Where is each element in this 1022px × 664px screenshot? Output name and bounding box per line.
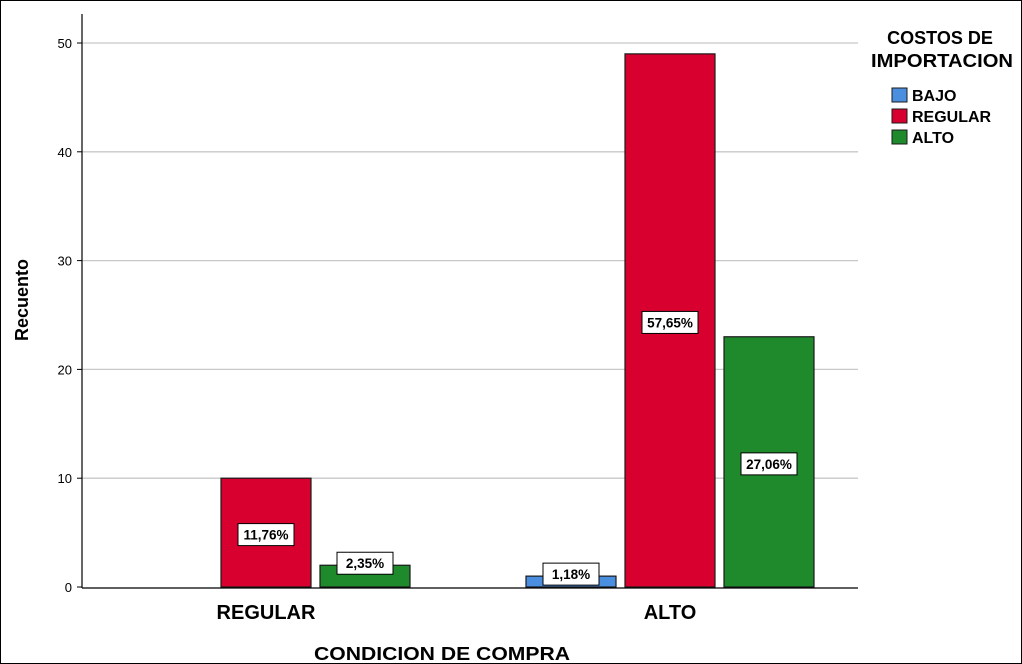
bars xyxy=(220,53,815,588)
data-label-box xyxy=(740,452,798,476)
y-tick-label: 0 xyxy=(65,580,72,595)
data-label: 57,65% xyxy=(647,315,693,330)
data-label: 1,18% xyxy=(552,567,590,582)
data-label-box xyxy=(641,310,699,334)
legend-label-regular: REGULAR xyxy=(912,109,992,126)
legend-swatch-bajo xyxy=(891,87,908,103)
legend-title-line2: IMPORTACION xyxy=(871,51,1013,71)
x-tick-labels: REGULAR ALTO xyxy=(217,602,697,624)
x-tick-label: ALTO xyxy=(644,602,697,624)
y-axis-label: Recuento xyxy=(12,259,32,341)
legend-label-alto: ALTO xyxy=(912,130,954,147)
y-tick-label: 40 xyxy=(58,145,72,160)
data-label-box xyxy=(542,562,600,586)
legend: COSTOS DE IMPORTACION BAJO REGULAR ALTO xyxy=(871,28,1013,147)
data-label: 11,76% xyxy=(243,528,288,543)
axes xyxy=(77,14,858,589)
x-axis-label: CONDICION DE COMPRA xyxy=(314,644,570,664)
y-tick-label: 50 xyxy=(58,36,72,51)
legend-title-line1: COSTOS DE xyxy=(887,28,993,48)
y-tick-label: 30 xyxy=(58,254,72,269)
data-label: 2,35% xyxy=(346,556,384,571)
data-label-box xyxy=(237,523,295,547)
y-tick-label: 10 xyxy=(58,471,72,486)
y-tick-labels: 0 10 20 30 40 50 xyxy=(58,36,72,595)
y-tick-label: 20 xyxy=(58,362,72,377)
legend-swatch-regular xyxy=(891,108,908,124)
data-label-box xyxy=(336,551,394,575)
data-labels: 11,76% 2,35% 1,18% 57,65% 27,06% xyxy=(237,310,798,586)
legend-label-bajo: BAJO xyxy=(912,88,956,105)
x-tick-label: REGULAR xyxy=(217,602,316,624)
data-label: 27,06% xyxy=(746,457,792,472)
legend-swatch-alto xyxy=(891,129,908,145)
